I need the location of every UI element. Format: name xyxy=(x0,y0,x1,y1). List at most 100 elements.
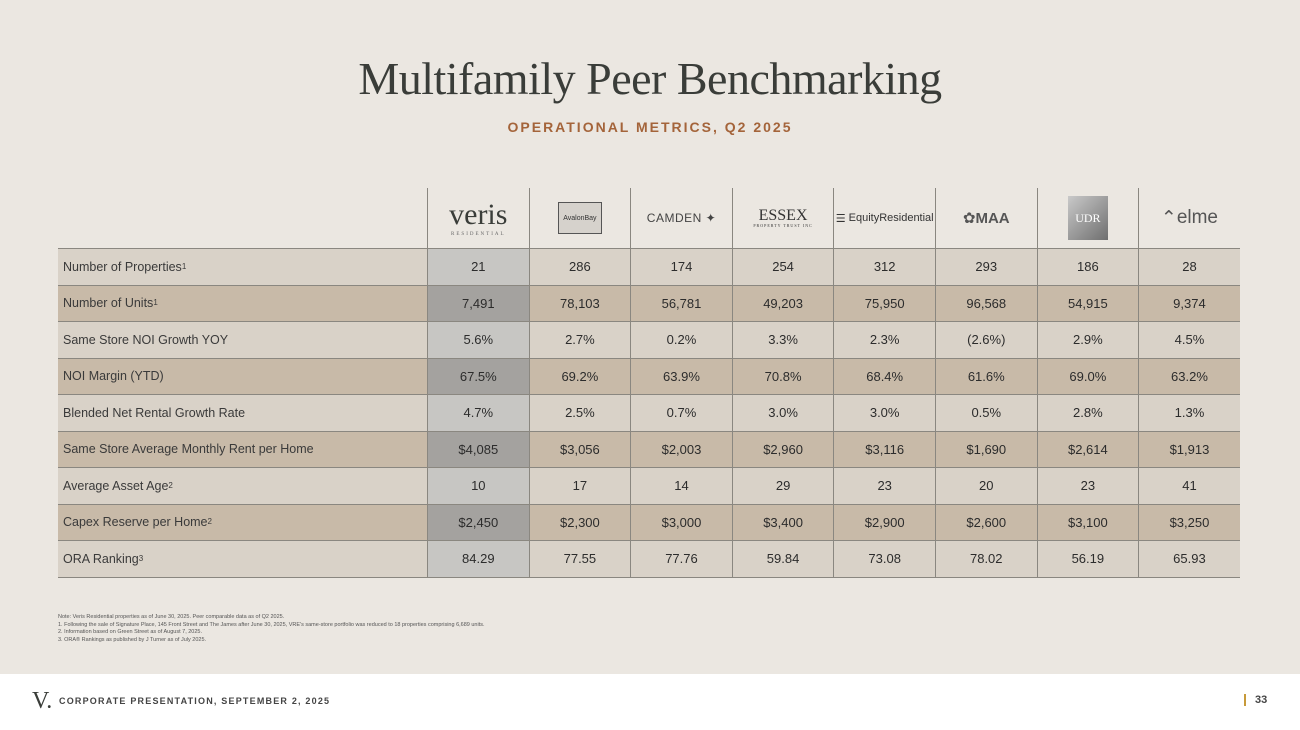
table-cell: 3.0% xyxy=(833,395,935,431)
table-cell: 3.0% xyxy=(731,395,834,431)
table-cell: 73.08 xyxy=(833,541,935,577)
table-cell: 312 xyxy=(833,249,935,285)
row-label-text: Capex Reserve per Home xyxy=(63,515,208,530)
elme-logo: ⌃ elme xyxy=(1161,207,1218,230)
header-avalonbay: AvalonBay xyxy=(528,188,631,248)
table-cell: 78,103 xyxy=(528,285,631,321)
row-label: NOI Margin (YTD) xyxy=(58,359,427,395)
table-cell: $2,300 xyxy=(528,504,631,540)
page-title: Multifamily Peer Benchmarking xyxy=(358,53,942,104)
table-cell: 2.9% xyxy=(1036,322,1139,358)
table-cell: 2.5% xyxy=(528,395,631,431)
table-row: Same Store NOI Growth YOY 5.6% 2.7% 0.2% 3.3… xyxy=(58,322,1240,359)
table-cell: 56.19 xyxy=(1036,541,1139,577)
table-cell: 21 xyxy=(427,249,529,285)
table-cell: 84.29 xyxy=(427,541,529,577)
maa-logo-text: MAA xyxy=(975,209,1010,227)
row-label: Same Store Average Monthly Rent per Home xyxy=(58,432,427,468)
eqr-icon: ☰ xyxy=(835,212,849,225)
table-cell: 96,568 xyxy=(934,285,1037,321)
benchmark-table: veris RESIDENTIAL AvalonBay CAMDEN ✦ ESS… xyxy=(58,188,1240,578)
essex-logo: ESSEX PROPERTY TRUST INC xyxy=(753,208,812,228)
row-label: Number of Properties 1 xyxy=(63,259,187,274)
header-udr: UDR xyxy=(1036,188,1139,248)
table-cell: 68.4% xyxy=(833,358,935,394)
table-cell: 49,203 xyxy=(731,285,834,321)
table-cell: 78.02 xyxy=(934,541,1037,577)
table-cell: $4,085 xyxy=(427,431,529,467)
table-cell: 77.55 xyxy=(528,541,631,577)
table-cell: (2.6%) xyxy=(934,322,1037,358)
table-cell: $2,600 xyxy=(934,504,1037,540)
row-label: Average Asset Age 2 xyxy=(63,478,173,493)
eqr-logo-text: EquityResidential xyxy=(848,212,934,224)
table-cell: $3,100 xyxy=(1036,504,1139,540)
table-row: Blended Net Rental Growth Rate 4.7% 2.5% 0.… xyxy=(58,395,1240,432)
table-cell: 174 xyxy=(630,249,732,285)
row-label: Same Store NOI Growth YOY xyxy=(58,322,427,358)
row-label: Blended Net Rental Growth Rate xyxy=(58,395,427,431)
table-cell: 23 xyxy=(1036,468,1139,504)
table-cell: 9,374 xyxy=(1138,285,1240,321)
row-label-text: Same Store NOI Growth YOY xyxy=(63,332,229,347)
table-cell: 20 xyxy=(934,468,1037,504)
table-cell: 2.8% xyxy=(1036,395,1139,431)
table-cell: $1,690 xyxy=(934,431,1037,467)
table-cell: 286 xyxy=(528,249,631,285)
veris-v-logo: V. xyxy=(32,688,53,714)
avalonbay-logo: AvalonBay xyxy=(557,202,602,234)
footer: V. CORPORATE PRESENTATION, SEPTEMBER 2, … xyxy=(0,674,1300,730)
elme-logo-text: elme xyxy=(1176,207,1218,228)
essex-logo-sub: PROPERTY TRUST INC xyxy=(753,223,813,228)
table-row: Number of Properties 1 21 286 174 254 312 293 18… xyxy=(58,249,1240,286)
table-row: NOI Margin (YTD) 67.5% 69.2% 63.9% 70.8% 68.4… xyxy=(58,358,1240,395)
table-cell: 2.7% xyxy=(528,322,631,358)
table-header-row: veris RESIDENTIAL AvalonBay CAMDEN ✦ ESS… xyxy=(58,188,1240,249)
table-cell: 254 xyxy=(731,249,834,285)
table-cell: 28 xyxy=(1138,249,1240,285)
row-label-text: Average Asset Age xyxy=(63,478,169,493)
table-cell: 65.93 xyxy=(1138,541,1240,577)
equity-residential-logo: ☰ EquityResidential xyxy=(836,212,934,225)
row-label: Capex Reserve per Home 2 xyxy=(63,515,212,530)
table-cell: 23 xyxy=(833,468,935,504)
header-maa: ✿ MAA xyxy=(934,188,1037,248)
row-label-text: Number of Properties xyxy=(63,259,182,274)
row-label-text: Number of Units xyxy=(63,296,154,311)
table-cell: 10 xyxy=(427,468,529,504)
veris-logo: veris RESIDENTIAL xyxy=(449,199,507,237)
footer-presentation-title: CORPORATE PRESENTATION, SEPTEMBER 2, 202… xyxy=(59,696,331,706)
table-cell: 2.3% xyxy=(833,322,935,358)
table-row: Number of Units 1 7,491 78,103 56,781 49,203 7… xyxy=(58,285,1240,322)
header-veris: veris RESIDENTIAL xyxy=(427,188,529,248)
table-cell: 17 xyxy=(528,468,631,504)
table-row: Same Store Average Monthly Rent per Home… xyxy=(58,431,1240,468)
table-cell: 3.3% xyxy=(731,322,834,358)
table-cell: $3,116 xyxy=(833,431,935,467)
footer-divider xyxy=(1244,694,1246,706)
essex-logo-text: ESSEX xyxy=(758,207,808,224)
table-cell: 29 xyxy=(731,468,834,504)
table-cell: 59.84 xyxy=(731,541,834,577)
row-label: ORA Ranking 3 xyxy=(63,551,144,566)
table-cell: 54,915 xyxy=(1036,285,1139,321)
table-cell: $2,450 xyxy=(427,504,529,540)
table-cell: 4.5% xyxy=(1138,322,1240,358)
table-cell: 56,781 xyxy=(630,285,732,321)
table-cell: 7,491 xyxy=(427,285,529,321)
table-cell: 0.5% xyxy=(934,395,1037,431)
camden-logo: CAMDEN ✦ xyxy=(646,211,717,225)
table-cell: 4.7% xyxy=(427,395,529,431)
table-cell: 75,950 xyxy=(833,285,935,321)
header-elme: ⌃ elme xyxy=(1138,188,1240,248)
footnote: 1. Following the sale of Signature Place… xyxy=(58,621,485,628)
row-label: Number of Units 1 xyxy=(63,296,158,311)
row-label-text: NOI Margin (YTD) xyxy=(63,369,164,384)
table-cell: 63.2% xyxy=(1138,358,1240,394)
table-cell: $2,614 xyxy=(1036,431,1139,467)
header-camden: CAMDEN ✦ xyxy=(630,188,732,248)
page-number: 33 xyxy=(1255,694,1268,706)
table-cell: $3,250 xyxy=(1138,504,1240,540)
table-cell: 1.3% xyxy=(1138,395,1240,431)
page-subtitle: OPERATIONAL METRICS, Q2 2025 xyxy=(507,119,793,135)
